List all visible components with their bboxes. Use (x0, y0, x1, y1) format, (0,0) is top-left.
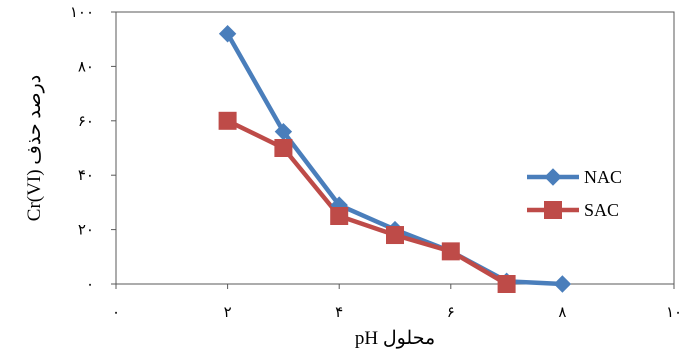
data-point-nac (553, 275, 572, 293)
y-tick-label: ۱۰۰ (70, 5, 94, 21)
legend-label-nac: NAC (584, 167, 622, 187)
legend-marker-sac (544, 201, 562, 219)
x-tick-label: ۰ (112, 305, 120, 321)
series-markers (218, 25, 572, 293)
x-tick-label: ۴ (335, 305, 343, 321)
data-point-sac (218, 111, 237, 130)
x-tick-label: ۸ (558, 305, 566, 321)
data-point-nac (218, 25, 237, 43)
x-axis-label: pH محلول (355, 328, 435, 349)
y-axis: ۰ ۲۰ ۴۰ ۶۰ ۸۰ ۱۰۰ (70, 5, 116, 293)
data-point-sac (274, 139, 293, 157)
y-tick-label: ۴۰ (78, 168, 94, 184)
x-tick-label: ۱۰ (666, 305, 682, 321)
data-point-sac (386, 226, 404, 245)
y-tick-label: ۶۰ (78, 114, 94, 130)
data-point-sac (497, 275, 516, 293)
legend-label-sac: SAC (584, 200, 619, 220)
data-point-sac (441, 242, 460, 261)
y-tick-label: ۸۰ (78, 59, 94, 75)
x-tick-label: ۶ (447, 305, 455, 321)
x-axis: ۰ ۲ ۴ ۶ ۸ ۱۰ (112, 284, 682, 321)
y-tick-label: ۲۰ (78, 223, 94, 239)
legend-marker-nac (544, 168, 562, 186)
legend: NAC SAC (527, 167, 622, 220)
y-axis-label: Cr(VI) درصد حذف (24, 75, 45, 221)
data-point-sac (330, 207, 349, 225)
series-line-sac (226, 118, 508, 286)
y-tick-label: ۰ (86, 277, 94, 293)
x-tick-label: ۲ (224, 305, 232, 321)
